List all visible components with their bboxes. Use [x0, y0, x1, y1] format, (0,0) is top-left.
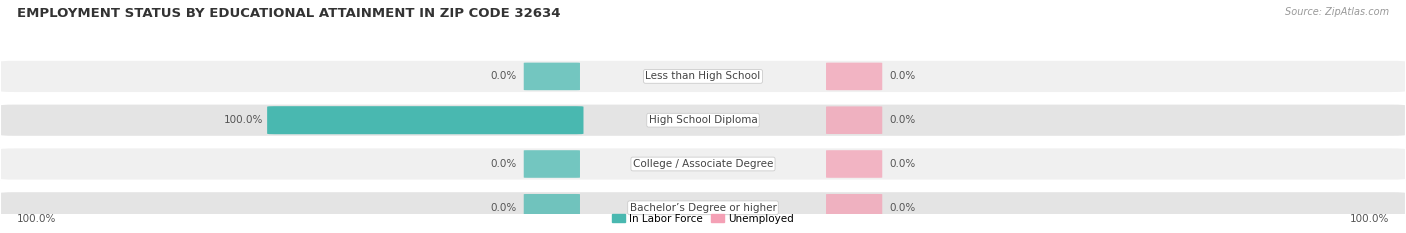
FancyBboxPatch shape	[0, 60, 1406, 93]
Text: Less than High School: Less than High School	[645, 71, 761, 81]
FancyBboxPatch shape	[827, 63, 883, 90]
Text: High School Diploma: High School Diploma	[648, 115, 758, 125]
FancyBboxPatch shape	[0, 147, 1406, 181]
Text: 100.0%: 100.0%	[17, 214, 56, 224]
Legend: In Labor Force, Unemployed: In Labor Force, Unemployed	[609, 209, 797, 228]
FancyBboxPatch shape	[524, 194, 581, 222]
Text: 0.0%: 0.0%	[890, 71, 915, 81]
Text: 100.0%: 100.0%	[224, 115, 264, 125]
FancyBboxPatch shape	[524, 150, 581, 178]
Text: Bachelor’s Degree or higher: Bachelor’s Degree or higher	[630, 203, 776, 213]
FancyBboxPatch shape	[0, 103, 1406, 137]
Text: 0.0%: 0.0%	[491, 203, 517, 213]
Text: 0.0%: 0.0%	[491, 71, 517, 81]
Text: 100.0%: 100.0%	[1350, 214, 1389, 224]
FancyBboxPatch shape	[267, 106, 583, 134]
Text: 0.0%: 0.0%	[890, 115, 915, 125]
FancyBboxPatch shape	[827, 194, 883, 222]
FancyBboxPatch shape	[827, 106, 883, 134]
FancyBboxPatch shape	[0, 191, 1406, 224]
Text: 0.0%: 0.0%	[890, 203, 915, 213]
Text: College / Associate Degree: College / Associate Degree	[633, 159, 773, 169]
Text: 0.0%: 0.0%	[491, 159, 517, 169]
Text: EMPLOYMENT STATUS BY EDUCATIONAL ATTAINMENT IN ZIP CODE 32634: EMPLOYMENT STATUS BY EDUCATIONAL ATTAINM…	[17, 7, 561, 20]
Text: Source: ZipAtlas.com: Source: ZipAtlas.com	[1285, 7, 1389, 17]
FancyBboxPatch shape	[524, 63, 581, 90]
FancyBboxPatch shape	[827, 150, 883, 178]
Text: 0.0%: 0.0%	[890, 159, 915, 169]
